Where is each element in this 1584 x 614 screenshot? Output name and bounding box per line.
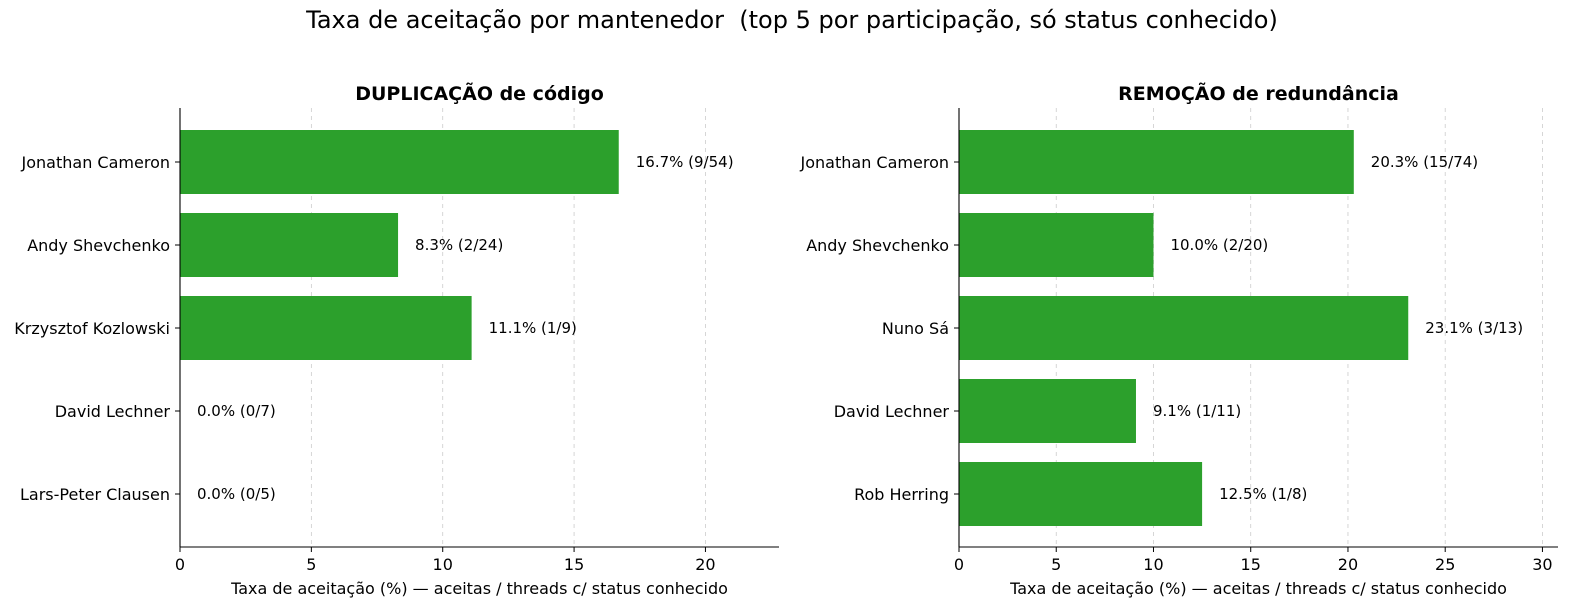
bar — [180, 213, 399, 277]
data-label: 23.1% (3/13) — [1425, 319, 1523, 337]
bar — [959, 462, 1203, 526]
x-tick-label: 20 — [695, 555, 715, 574]
x-tick-label: 25 — [1435, 555, 1455, 574]
bar — [959, 213, 1154, 277]
panel-title: DUPLICAÇÃO de código — [355, 81, 604, 105]
bar — [959, 130, 1354, 194]
category-label: Krzysztof Kozlowski — [14, 319, 170, 338]
figure-title: Taxa de aceitação por mantenedor (top 5 … — [306, 6, 1278, 34]
category-label: Jonathan Cameron — [21, 153, 170, 172]
x-tick-label: 15 — [1241, 555, 1261, 574]
bar — [959, 379, 1136, 443]
x-tick-label: 10 — [1143, 555, 1163, 574]
x-tick-label: 5 — [306, 555, 316, 574]
chart-panel-2: REMOÇÃO de redundância 0 5 10 15 20 25 30 Jonath… — [800, 81, 1558, 598]
x-tick-label: 5 — [1051, 555, 1061, 574]
x-axis-label: Taxa de aceitação (%) — aceitas / thread… — [1009, 579, 1507, 598]
category-label: Jonathan Cameron — [800, 153, 949, 172]
category-label: Rob Herring — [854, 485, 949, 504]
data-label: 8.3% (2/24) — [415, 236, 503, 254]
category-label: Andy Shevchenko — [27, 236, 170, 255]
data-label: 9.1% (1/11) — [1153, 402, 1241, 420]
data-label: 11.1% (1/9) — [489, 319, 577, 337]
x-tick-label: 15 — [564, 555, 584, 574]
data-label: 16.7% (9/54) — [636, 153, 734, 171]
category-label: Nuno Sá — [882, 319, 949, 338]
data-label: 0.0% (0/5) — [197, 485, 276, 503]
category-label: Lars-Peter Clausen — [20, 485, 170, 504]
x-tick-label: 0 — [954, 555, 964, 574]
data-label: 0.0% (0/7) — [197, 402, 276, 420]
bar — [180, 296, 472, 360]
data-label: 10.0% (2/20) — [1170, 236, 1268, 254]
x-tick-label: 30 — [1532, 555, 1552, 574]
panel-title: REMOÇÃO de redundância — [1118, 81, 1399, 105]
category-label: Andy Shevchenko — [806, 236, 949, 255]
x-axis-label: Taxa de aceitação (%) — aceitas / thread… — [230, 579, 728, 598]
bar — [180, 130, 619, 194]
bar — [959, 296, 1409, 360]
chart-panel-1: DUPLICAÇÃO de código 0 5 10 15 20 Jonathan Cam… — [14, 81, 779, 598]
x-tick-label: 20 — [1338, 555, 1358, 574]
x-tick-label: 0 — [175, 555, 185, 574]
x-tick-label: 10 — [433, 555, 453, 574]
category-label: David Lechner — [834, 402, 950, 421]
category-label: David Lechner — [55, 402, 171, 421]
data-label: 20.3% (15/74) — [1371, 153, 1478, 171]
data-label: 12.5% (1/8) — [1219, 485, 1307, 503]
